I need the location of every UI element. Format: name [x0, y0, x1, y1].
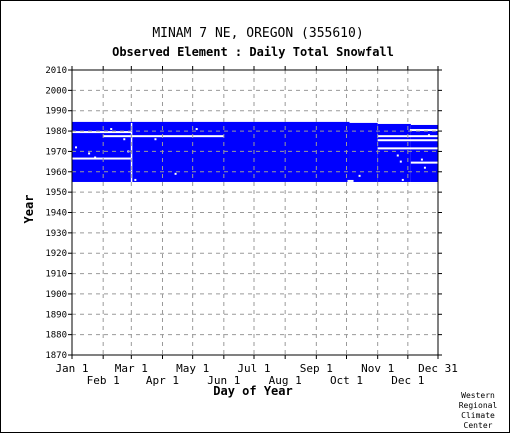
x-tick-label: Apr 1 — [146, 374, 179, 387]
missing-data-point — [75, 146, 78, 149]
y-axis-ticks: 1870 1880 1890 1900 1910 1920 1930 1940 1950 1960… — [45, 66, 442, 361]
data-coverage-block — [410, 124, 438, 184]
missing-data-point — [358, 174, 361, 177]
missing-data-point — [399, 160, 402, 163]
y-tick-label: 1880 — [45, 331, 67, 341]
missing-data-row — [72, 131, 132, 134]
credit-line: Regional — [459, 401, 498, 410]
missing-data-point — [195, 128, 198, 131]
plot-background — [72, 70, 438, 355]
missing-data-row — [377, 139, 438, 142]
missing-data-point — [154, 138, 157, 141]
y-tick-label: 1910 — [45, 270, 67, 280]
data-layer — [72, 121, 438, 184]
missing-data-row — [103, 135, 224, 138]
missing-data-point — [427, 134, 430, 137]
x-tick-label: Mar 1 — [115, 362, 148, 375]
x-tick-label: Dec 1 — [391, 374, 424, 387]
chart-title: MINAM 7 NE, OREGON (355610) — [152, 26, 363, 41]
x-tick-label: Sep 1 — [300, 362, 333, 375]
x-tick-label: Jun 1 — [207, 374, 240, 387]
missing-data-point — [110, 128, 113, 131]
plot-area — [71, 69, 439, 356]
missing-data-point — [94, 156, 97, 159]
credit-line: Climate — [461, 411, 495, 420]
x-tick-label: Jan 1 — [55, 362, 88, 375]
x-axis-label: Day of Year — [213, 384, 292, 398]
y-tick-label: 1920 — [45, 249, 67, 259]
wrcc-credit: Western Regional Climate Center — [459, 391, 498, 430]
credit-line: Center — [464, 421, 493, 430]
missing-data-row — [409, 129, 438, 132]
missing-data-row — [410, 161, 438, 164]
x-tick-label: Dec 31 — [418, 362, 458, 375]
chart-subtitle: Observed Element : Daily Total Snowfall — [112, 45, 394, 59]
data-coverage-block — [377, 123, 411, 184]
x-tick-label: Feb 1 — [87, 374, 120, 387]
x-tick-label: Nov 1 — [361, 362, 394, 375]
y-tick-label: 1870 — [45, 351, 67, 361]
data-coverage-block — [349, 122, 378, 182]
grid-layer — [72, 70, 438, 355]
y-tick-label: 2000 — [45, 86, 67, 96]
missing-data-point — [88, 152, 91, 155]
missing-data-point — [396, 154, 399, 157]
x-tick-label: Oct 1 — [330, 374, 363, 387]
y-tick-label: 1960 — [45, 168, 67, 178]
missing-data-row — [347, 179, 354, 182]
missing-data-point — [423, 166, 426, 169]
missing-data-row — [377, 147, 438, 150]
y-tick-label: 1970 — [45, 147, 67, 157]
y-tick-label: 1930 — [45, 229, 67, 239]
missing-data-point — [420, 158, 423, 161]
missing-data-point — [134, 178, 137, 181]
x-tick-label: May 1 — [176, 362, 209, 375]
y-tick-label: 2010 — [45, 66, 67, 76]
credit-line: Western — [461, 391, 495, 400]
x-tick-label: Jul 1 — [237, 362, 270, 375]
missing-data-point — [174, 172, 177, 175]
y-tick-label: 1990 — [45, 107, 67, 117]
y-tick-label: 1940 — [45, 209, 67, 219]
y-axis-label: Year — [22, 195, 36, 224]
x-tick-label: Aug 1 — [269, 374, 302, 387]
missing-data-point — [401, 178, 404, 181]
y-tick-label: 1900 — [45, 290, 67, 300]
y-tick-label: 1950 — [45, 188, 67, 198]
y-tick-label: 1890 — [45, 310, 67, 320]
x-axis-ticks: Jan 1 Mar 1 May 1 Jul 1 Sep 1 Nov 1 Dec 31 Feb … — [55, 66, 458, 387]
missing-data-point — [123, 138, 126, 141]
missing-data-row — [72, 157, 132, 160]
y-tick-label: 1980 — [45, 127, 67, 137]
